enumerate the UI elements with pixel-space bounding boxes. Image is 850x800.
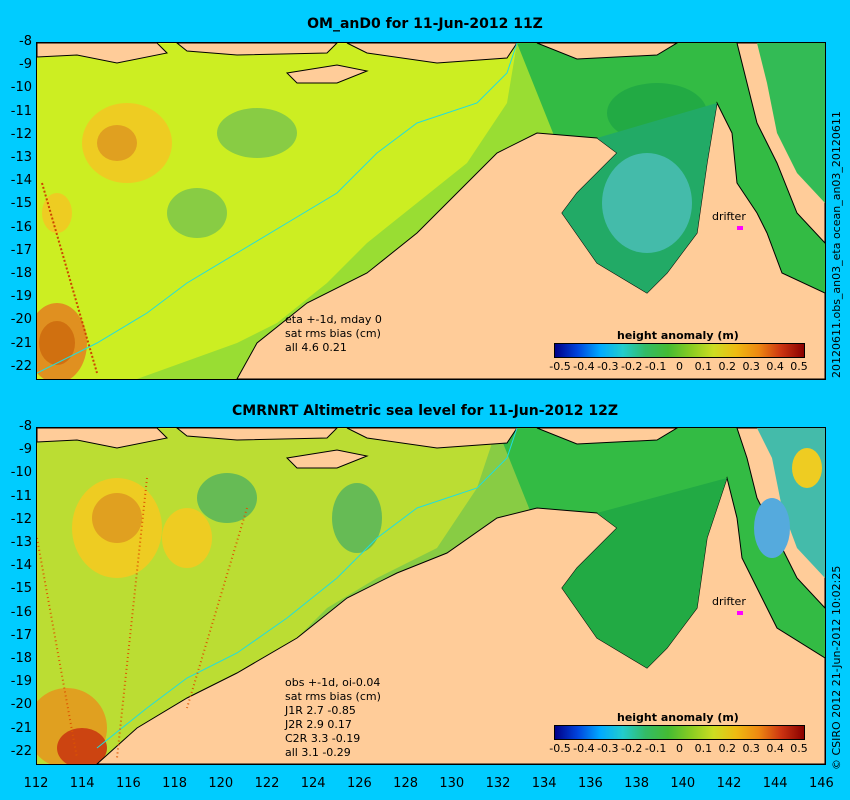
colorbar-tick-label: 0.4 [766, 742, 784, 755]
y-tick-label: -10 [10, 80, 32, 96]
x-tick-label: 138 [624, 776, 649, 791]
colorbar-tick-label: 0.5 [790, 742, 808, 755]
panel1-note: sat rms bias (cm) [285, 327, 381, 340]
panel1-map-graphic: drifter [37, 43, 825, 379]
panel2-drifter-label: drifter [712, 595, 746, 608]
y-tick-label: -21 [10, 720, 32, 736]
panel2-map: drifter obs +-1d, oi-0.04 sat rms bias (… [36, 427, 826, 765]
colorbar-tick-label: -0.1 [644, 360, 667, 373]
panel1-colorbar [554, 343, 805, 358]
colorbar-tick-label: 0.2 [718, 360, 737, 373]
colorbar-tick-label: -0.5 [549, 742, 571, 755]
x-tick-label: 120 [208, 776, 234, 791]
panel2-map-graphic: drifter [37, 428, 825, 764]
y-tick-label: -16 [10, 219, 32, 235]
x-tick-label: 140 [670, 776, 696, 791]
colorbar-tick-label: -0.1 [644, 742, 667, 755]
y-tick-label: -12 [10, 126, 32, 142]
panel1-drifter-label: drifter [712, 210, 746, 223]
y-tick-label: -15 [10, 196, 32, 212]
panel2-note: sat rms bias (cm) [285, 690, 381, 703]
x-tick-label: 112 [23, 776, 49, 791]
panel2-note: J2R 2.9 0.17 [285, 718, 352, 731]
y-tick-label: -19 [10, 289, 32, 305]
colorbar-tick-label: 0.1 [694, 742, 713, 755]
panel2-colorbar-title: height anomaly (m) [617, 711, 739, 724]
x-tick-label: 144 [762, 776, 788, 791]
colorbar-tick-label: 0.5 [790, 360, 808, 373]
panel2-colorbar [554, 725, 805, 740]
y-tick-label: -14 [10, 558, 32, 574]
panel2-note: J1R 2.7 -0.85 [285, 704, 356, 717]
y-tick-label: -8 [19, 419, 32, 434]
colorbar-tick-label: 0.3 [742, 360, 760, 373]
panel2-side-label: © CSIRO 2012 21-Jun-2012 10:02:25 [830, 565, 843, 770]
y-tick-label: -9 [19, 442, 32, 458]
y-tick-label: -12 [10, 511, 32, 527]
y-tick-label: -19 [10, 674, 32, 690]
y-tick-label: -11 [10, 488, 32, 504]
y-tick-label: -14 [10, 173, 32, 189]
x-tick-label: 146 [808, 776, 834, 791]
colorbar-tick-label: 0 [676, 742, 683, 755]
colorbar-tick-label: 0.1 [694, 360, 713, 373]
x-tick-label: 114 [69, 776, 95, 791]
x-tick-label: 116 [115, 776, 141, 791]
y-tick-label: -20 [10, 697, 32, 713]
panel1-note: eta +-1d, mday 0 [285, 313, 382, 326]
y-tick-label: -13 [10, 535, 32, 550]
colorbar-tick-label: -0.5 [549, 360, 571, 373]
panel1-side-label: 20120611.obs_an03_eta ocean_an03_2012061… [830, 111, 843, 378]
colorbar-tick-label: -0.4 [573, 360, 595, 373]
x-tick-label: 126 [346, 776, 372, 791]
y-tick-label: -20 [10, 312, 32, 328]
panel2-notes: obs +-1d, oi-0.04 sat rms bias (cm) J1R … [285, 676, 381, 760]
colorbar-tick-label: 0.4 [766, 360, 784, 373]
x-tick-label: 142 [716, 776, 742, 791]
y-tick-label: -10 [10, 465, 32, 481]
y-tick-label: -15 [10, 581, 32, 597]
y-tick-label: -18 [10, 651, 32, 666]
x-tick-label: 118 [162, 776, 187, 791]
colorbar-tick-label: -0.3 [597, 360, 619, 373]
panel2-note: obs +-1d, oi-0.04 [285, 676, 381, 689]
y-tick-label: -21 [10, 335, 32, 351]
x-tick-label: 124 [300, 776, 326, 791]
panel1-map: drifter eta +-1d, mday 0 sat rms bias (c… [36, 42, 826, 380]
panel1-notes: eta +-1d, mday 0 sat rms bias (cm) all 4… [285, 313, 382, 355]
y-tick-label: -22 [10, 358, 32, 374]
y-tick-label: -17 [10, 242, 32, 258]
panel1-note: all 4.6 0.21 [285, 341, 347, 354]
colorbar-tick-label: 0.3 [742, 742, 760, 755]
colorbar-tick-label: -0.4 [573, 742, 595, 755]
x-tick-label: 122 [254, 776, 280, 791]
colorbar-tick-label: 0.2 [718, 742, 737, 755]
y-tick-label: -18 [10, 266, 32, 281]
panel2-note: C2R 3.3 -0.19 [285, 732, 361, 745]
panel1-title: OM_anD0 for 11-Jun-2012 11Z [307, 16, 543, 32]
y-tick-label: -22 [10, 743, 32, 759]
colorbar-tick-label: -0.3 [597, 742, 619, 755]
y-tick-label: -13 [10, 150, 32, 165]
y-tick-label: -17 [10, 627, 32, 643]
panel2-title: CMRNRT Altimetric sea level for 11-Jun-2… [232, 403, 618, 419]
y-tick-label: -8 [19, 34, 32, 49]
y-tick-label: -9 [19, 57, 32, 73]
x-tick-label: 136 [577, 776, 603, 791]
colorbar-tick-label: -0.2 [620, 742, 643, 755]
x-tick-label: 132 [485, 776, 511, 791]
y-tick-label: -16 [10, 604, 32, 620]
x-tick-label: 134 [531, 776, 557, 791]
panel2-note: all 3.1 -0.29 [285, 746, 351, 759]
colorbar-tick-label: -0.2 [620, 360, 643, 373]
colorbar-tick-label: 0 [676, 360, 683, 373]
y-tick-label: -11 [10, 103, 32, 119]
panel1-colorbar-title: height anomaly (m) [617, 329, 739, 342]
x-tick-label: 130 [439, 776, 465, 791]
x-tick-label: 128 [393, 776, 418, 791]
